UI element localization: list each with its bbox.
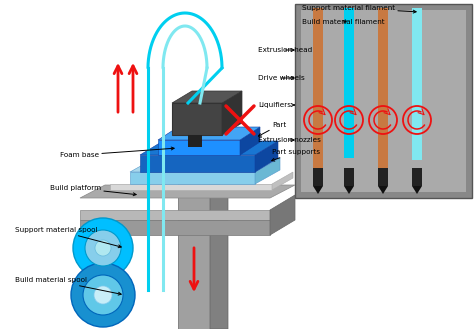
Polygon shape — [344, 168, 354, 186]
Polygon shape — [240, 127, 260, 155]
Polygon shape — [222, 91, 242, 135]
Text: Foam base: Foam base — [60, 147, 174, 158]
Text: Extrusion nozzles: Extrusion nozzles — [258, 137, 321, 143]
Polygon shape — [172, 91, 242, 103]
Text: Build platform: Build platform — [50, 185, 136, 196]
Text: Support material filament: Support material filament — [302, 5, 416, 13]
Text: Part: Part — [258, 122, 286, 136]
Polygon shape — [301, 10, 466, 192]
Polygon shape — [158, 127, 260, 140]
Polygon shape — [412, 168, 422, 186]
Polygon shape — [130, 158, 280, 172]
Polygon shape — [140, 141, 278, 155]
Polygon shape — [80, 220, 270, 235]
Text: Liquifiers: Liquifiers — [258, 102, 294, 108]
Polygon shape — [130, 172, 255, 184]
Circle shape — [94, 286, 112, 304]
Polygon shape — [255, 141, 278, 172]
Polygon shape — [412, 186, 422, 194]
Polygon shape — [412, 8, 422, 160]
Polygon shape — [158, 140, 240, 155]
Polygon shape — [110, 184, 272, 190]
Polygon shape — [140, 155, 255, 172]
Polygon shape — [344, 8, 354, 158]
Polygon shape — [188, 135, 202, 147]
Text: Build material spool: Build material spool — [15, 277, 121, 295]
Polygon shape — [80, 185, 295, 198]
Polygon shape — [313, 186, 323, 194]
Polygon shape — [313, 8, 323, 168]
Text: Extrusion head: Extrusion head — [258, 47, 312, 53]
Polygon shape — [378, 186, 388, 194]
Polygon shape — [178, 175, 210, 329]
Polygon shape — [378, 168, 388, 186]
Text: Drive wheels: Drive wheels — [258, 75, 305, 81]
Circle shape — [83, 275, 123, 315]
Text: Support material spool: Support material spool — [15, 227, 121, 248]
Text: Part supports: Part supports — [272, 149, 320, 161]
Polygon shape — [172, 103, 222, 135]
Polygon shape — [378, 8, 388, 168]
Polygon shape — [272, 172, 293, 190]
Polygon shape — [255, 158, 280, 184]
Circle shape — [95, 240, 111, 256]
Text: Build material filament: Build material filament — [302, 19, 384, 25]
Polygon shape — [344, 8, 354, 158]
Polygon shape — [295, 4, 472, 198]
Polygon shape — [210, 175, 228, 329]
Circle shape — [71, 263, 135, 327]
Polygon shape — [270, 195, 295, 235]
Polygon shape — [313, 168, 323, 186]
Polygon shape — [344, 186, 354, 194]
Circle shape — [73, 218, 133, 278]
Polygon shape — [80, 210, 270, 220]
Circle shape — [85, 230, 121, 266]
